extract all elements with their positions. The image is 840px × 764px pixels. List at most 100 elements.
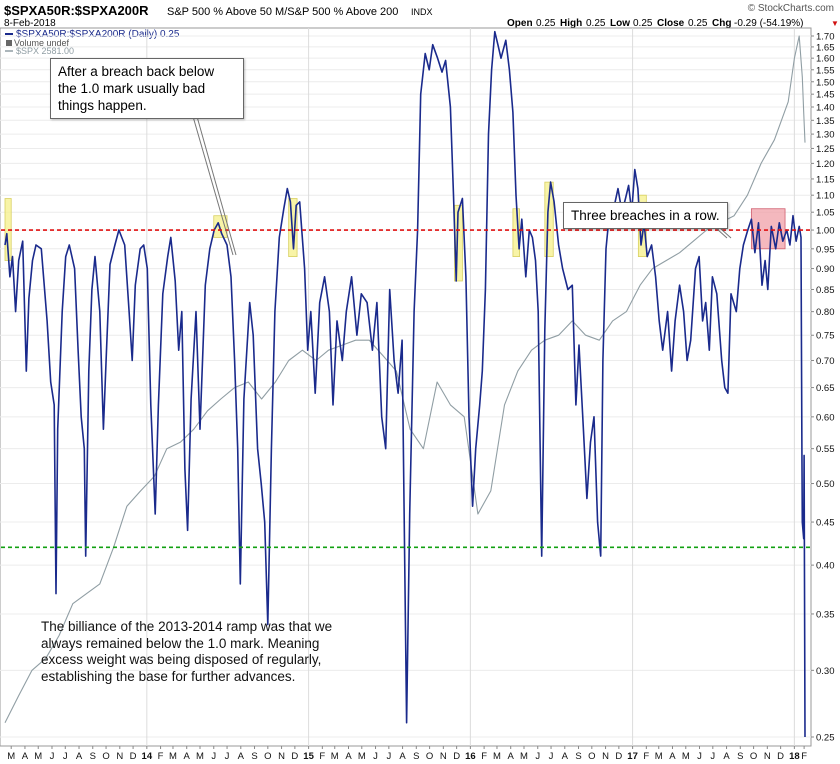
x-tick-label: J: [710, 751, 715, 762]
highlight-boxes: [4, 181, 786, 282]
x-tick-label: M: [358, 751, 366, 762]
y-tick-label: 1.25: [816, 144, 835, 155]
x-tick-label: A: [508, 751, 515, 762]
y-tick-label: 0.50: [816, 479, 835, 490]
x-tick-label: M: [493, 751, 501, 762]
y-tick-label: 0.60: [816, 412, 835, 423]
x-tick-label: M: [169, 751, 177, 762]
x-tick-label: M: [331, 751, 339, 762]
y-tick-label: 1.10: [816, 191, 835, 202]
legend-entry-volume: Volume undef: [14, 38, 70, 48]
callout-breach-note: After a breach back below the 1.0 mark u…: [50, 58, 244, 119]
x-tick-label: M: [520, 751, 528, 762]
x-tick-label: S: [737, 751, 743, 762]
watermark: © StockCharts.com: [748, 3, 834, 14]
x-tick-label: O: [588, 751, 595, 762]
x-tick-label: J: [549, 751, 554, 762]
x-tick-label: M: [7, 751, 15, 762]
y-tick-label: 0.90: [816, 264, 835, 275]
x-tick-label: F: [319, 751, 325, 762]
close-value: 0.25: [688, 18, 708, 29]
x-tick-label: A: [76, 751, 83, 762]
y-tick-label: 1.35: [816, 116, 835, 127]
x-tick-label: N: [602, 751, 609, 762]
y-tick-label: 1.70: [816, 32, 835, 43]
x-tick-label: M: [34, 751, 42, 762]
chart-symbol: $SPXA50R:$SPXA200R: [4, 3, 149, 18]
x-tick-label: N: [116, 751, 123, 762]
x-tick-label: 15: [303, 751, 314, 762]
note-2013-ramp: The billiance of the 2013-2014 ramp was …: [41, 619, 333, 684]
x-tick-label: A: [723, 751, 730, 762]
x-tick-label: O: [264, 751, 271, 762]
x-tick-label: M: [682, 751, 690, 762]
callout-pointer: [195, 112, 237, 256]
x-tick-label: J: [535, 751, 540, 762]
x-tick-label: J: [697, 751, 702, 762]
y-tick-label: 0.85: [816, 285, 835, 296]
x-tick-label: A: [238, 751, 245, 762]
plot-frame: [0, 27, 812, 747]
legend-entry-spx: $SPX 2581.00: [16, 46, 74, 56]
legend-swatch-volume: [6, 40, 12, 46]
x-tick-label: A: [184, 751, 191, 762]
x-tick-label: D: [453, 751, 460, 762]
open-label: Open: [507, 18, 533, 29]
y-tick-label: 1.40: [816, 103, 835, 114]
x-tick-label: A: [22, 751, 29, 762]
x-tick-label: D: [291, 751, 298, 762]
x-tick-label: A: [562, 751, 569, 762]
chg-down-icon: ▼: [831, 19, 839, 28]
x-tick-label: J: [50, 751, 55, 762]
y-tick-label: 1.65: [816, 42, 835, 53]
y-tick-label: 0.70: [816, 356, 835, 367]
x-tick-label: D: [130, 751, 137, 762]
y-tick-label: 1.60: [816, 54, 835, 65]
x-tick-label: N: [764, 751, 771, 762]
callout-pointer: [191, 112, 234, 256]
y-tick-label: 1.00: [816, 226, 835, 237]
x-tick-label: F: [643, 751, 649, 762]
chart-description: S&P 500 % Above 50 M/S&P 500 % Above 200: [167, 6, 398, 18]
open-value: 0.25: [536, 18, 556, 29]
legend-entry-ratio: $SPXA50R:$SPXA200R (Daily) 0.25: [16, 29, 180, 40]
close-label: Close: [657, 18, 685, 29]
y-tick-label: 1.45: [816, 90, 835, 101]
x-tick-label: F: [158, 751, 164, 762]
low-value: 0.25: [633, 18, 653, 29]
y-tick-label: 0.35: [816, 609, 835, 620]
x-tick-label: J: [211, 751, 216, 762]
x-tick-label: O: [426, 751, 433, 762]
y-axis: 0.25 0.30 0.35 0.40 0.45 0.50 0.55 0.60 0.65 0.70…: [811, 32, 835, 744]
y-tick-label: 0.75: [816, 331, 835, 342]
chg-label: Chg: [712, 18, 731, 29]
chart-date: 8-Feb-2018: [4, 18, 56, 29]
x-tick-label: F: [801, 751, 807, 762]
callout-three-breaches: Three breaches in a row.: [563, 202, 728, 229]
highlight-box: [544, 181, 554, 257]
y-tick-label: 0.80: [816, 307, 835, 318]
x-tick-label: N: [440, 751, 447, 762]
index-tag: INDX: [411, 7, 433, 17]
x-tick-label: J: [386, 751, 391, 762]
y-tick-label: 0.45: [816, 518, 835, 529]
x-tick-label: M: [196, 751, 204, 762]
x-tick-label: A: [399, 751, 406, 762]
y-tick-label: 1.30: [816, 130, 835, 141]
x-tick-label: M: [655, 751, 663, 762]
x-tick-label: O: [750, 751, 757, 762]
x-tick-label: A: [345, 751, 352, 762]
y-tick-label: 0.55: [816, 444, 835, 455]
y-tick-label: 1.15: [816, 174, 835, 185]
y-tick-label: 0.95: [816, 244, 835, 255]
x-tick-label: F: [481, 751, 487, 762]
x-tick-label: A: [669, 751, 676, 762]
x-tick-label: S: [575, 751, 581, 762]
x-tick-label: J: [63, 751, 68, 762]
reference-lines: [1, 112, 810, 549]
x-tick-label: 18: [789, 751, 800, 762]
chg-value: -0.29 (-54.19%): [734, 18, 803, 29]
y-tick-label: 0.65: [816, 383, 835, 394]
y-tick-label: 0.30: [816, 666, 835, 677]
